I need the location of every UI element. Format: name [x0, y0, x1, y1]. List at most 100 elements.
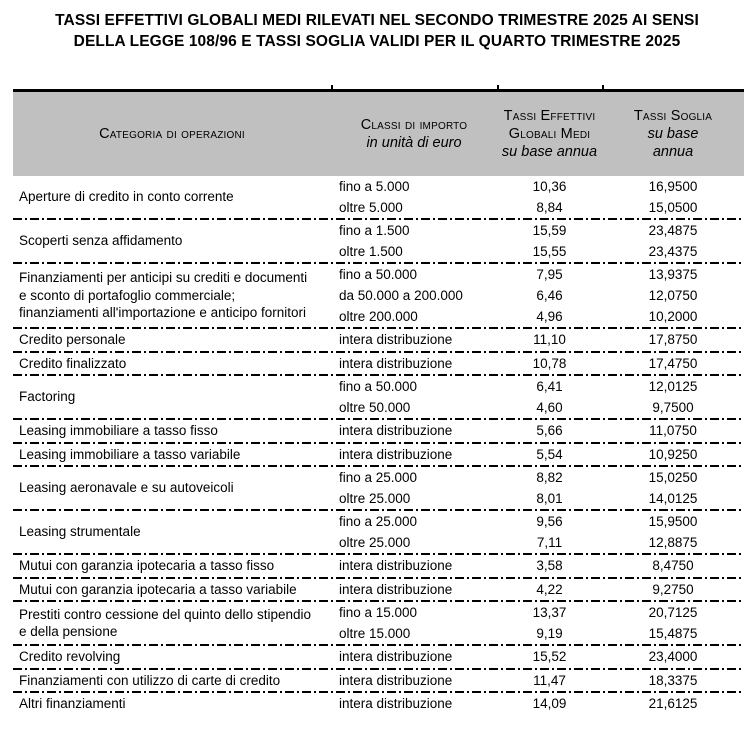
classe-importo-value: oltre 5.000 [339, 200, 403, 215]
header-soglia-subtitle: su base annua [647, 126, 699, 160]
category-label: Mutui con garanzia ipotecaria a tasso fi… [19, 558, 275, 573]
subrow: oltre 200.000 4,96 10,2000 [331, 306, 744, 327]
table-top-border [13, 85, 744, 92]
header-classi-title: Classi di importo [360, 117, 468, 133]
tegm-value: 9,19 [536, 626, 563, 641]
table-row: Leasing aeronavale e su autoveicoli fino … [13, 467, 744, 509]
subrows-group: intera distribuzione 3,58 8,4750 [331, 555, 744, 577]
tegm-value: 4,22 [536, 581, 563, 597]
tasso-soglia-value: 20,7125 [648, 605, 698, 620]
tegm-value: 7,11 [536, 535, 563, 550]
classe-importo-value: oltre 50.000 [339, 400, 411, 415]
category-label: Leasing immobiliare a tasso variabile [19, 446, 241, 462]
classe-importo-value: da 50.000 a 200.000 [339, 288, 463, 303]
subrow: intera distribuzione 10,78 17,4750 [331, 353, 744, 375]
category-label: Prestiti contro cessione del quinto dell… [19, 606, 311, 640]
subrows-group: intera distribuzione 5,66 11,0750 [331, 420, 744, 442]
tegm-value: 4,60 [536, 400, 563, 415]
row-separator [13, 691, 744, 693]
subrows-group: fino a 50.000 6,41 12,0125 oltre 50.000 4,60… [331, 376, 744, 418]
table-row: Altri finanziamenti intera distribuzione 1… [13, 693, 744, 715]
category-cell: Credito personale [13, 329, 331, 351]
row-separator [13, 667, 744, 670]
tegm-value: 13,37 [532, 605, 567, 620]
table-body: Aperture di credito in conto corrente fin… [13, 176, 744, 715]
category-label: Leasing strumentale [19, 524, 141, 540]
category-cell: Mutui con garanzia ipotecaria a tasso fi… [13, 555, 331, 577]
category-cell: Leasing immobiliare a tasso fisso [13, 420, 331, 442]
subrow: intera distribuzione 11,10 17,8750 [331, 329, 744, 351]
tegm-value: 6,41 [536, 379, 563, 394]
subrow: oltre 5.000 8,84 15,0500 [331, 197, 744, 218]
subrow: intera distribuzione 5,54 10,9250 [331, 444, 744, 466]
classe-importo-value: oltre 25.000 [339, 535, 411, 550]
row-separator [13, 553, 744, 555]
subrow: fino a 25.000 9,56 15,9500 [331, 511, 744, 532]
subrows-group: intera distribuzione 11,10 17,8750 [331, 329, 744, 351]
tasso-soglia-value: 14,0125 [648, 491, 698, 506]
category-cell: Scoperti senza affidamento [13, 220, 331, 262]
subrow: intera distribuzione 5,66 11,0750 [331, 420, 744, 442]
header-categoria: Categoria di operazioni [13, 125, 331, 143]
category-cell: Leasing aeronavale e su autoveicoli [13, 467, 331, 509]
subrow: intera distribuzione 11,47 18,3375 [331, 670, 744, 692]
category-label: Leasing aeronavale e su autoveicoli [19, 480, 234, 496]
tasso-soglia-value: 18,3375 [648, 672, 698, 688]
tasso-soglia-value: 15,0250 [648, 470, 698, 485]
tegm-value: 4,96 [536, 309, 563, 324]
column-tick [497, 85, 499, 90]
tasso-soglia-value: 9,2750 [652, 581, 694, 597]
header-soglia-title: Tassi Soglia [633, 108, 713, 124]
table-row: Mutui con garanzia ipotecaria a tasso va… [13, 579, 744, 601]
subrows-group: fino a 25.000 9,56 15,9500 oltre 25.000 7,11… [331, 511, 744, 553]
header-tegm-title: Tassi Effettivi Globali Medi [503, 108, 596, 142]
row-separator [13, 218, 744, 220]
category-label: Credito revolving [19, 649, 121, 664]
category-cell: Altri finanziamenti [13, 693, 331, 715]
classe-importo-value: fino a 50.000 [339, 267, 418, 282]
document-title: TASSI EFFETTIVI GLOBALI MEDI RILEVATI NE… [24, 10, 730, 52]
category-label: Finanziamenti per anticipi su crediti e … [19, 270, 308, 321]
tasso-soglia-value: 10,9250 [648, 446, 698, 462]
tegm-value: 8,01 [536, 491, 563, 506]
subrow: oltre 25.000 7,11 12,8875 [331, 532, 744, 553]
row-separator [13, 327, 744, 329]
category-label: Finanziamenti con utilizzo di carte di c… [19, 672, 281, 688]
row-separator [13, 374, 744, 376]
category-cell: Leasing immobiliare a tasso variabile [13, 444, 331, 466]
classe-importo-value: fino a 1.500 [339, 223, 410, 238]
tasso-soglia-value: 12,8875 [648, 535, 698, 550]
category-label: Credito personale [19, 332, 126, 347]
column-tick [602, 85, 604, 90]
row-separator [13, 576, 744, 579]
category-label: Altri finanziamenti [19, 696, 126, 711]
tegm-value: 3,58 [536, 558, 563, 574]
category-cell: Aperture di credito in conto corrente [13, 176, 331, 218]
row-separator [13, 262, 744, 264]
subrow: intera distribuzione 3,58 8,4750 [331, 555, 744, 577]
row-separator [13, 350, 744, 353]
tegm-value: 9,56 [536, 514, 563, 529]
header-tegm-subtitle: su base annua [501, 144, 598, 160]
subrows-group: intera distribuzione 14,09 21,6125 [331, 693, 744, 715]
table-row: Finanziamenti per anticipi su crediti e … [13, 264, 744, 327]
category-cell: Finanziamenti con utilizzo di carte di c… [13, 670, 331, 692]
table-row: Aperture di credito in conto corrente fin… [13, 176, 744, 218]
category-cell: Finanziamenti per anticipi su crediti e … [13, 264, 331, 327]
subrows-group: fino a 5.000 10,36 16,9500 oltre 5.000 8,84 1… [331, 176, 744, 218]
subrow: da 50.000 a 200.000 6,46 12,0750 [331, 285, 744, 306]
tegm-value: 11,47 [533, 672, 566, 688]
classe-importo-value: fino a 25.000 [339, 470, 418, 485]
subrow: oltre 25.000 8,01 14,0125 [331, 488, 744, 509]
classe-importo-value: oltre 15.000 [339, 626, 411, 641]
classe-importo-value: intera distribuzione [339, 332, 453, 348]
category-label: Mutui con garanzia ipotecaria a tasso va… [19, 581, 297, 597]
classe-importo-value: fino a 5.000 [339, 179, 410, 194]
tasso-soglia-value: 13,9375 [648, 267, 698, 282]
tasso-soglia-value: 15,0500 [648, 200, 698, 215]
header-tassi-soglia: Tassi Soglia su base annua [602, 107, 744, 161]
tasso-soglia-value: 12,0125 [648, 379, 698, 394]
tegm-value: 15,55 [532, 244, 567, 259]
subrow: fino a 5.000 10,36 16,9500 [331, 176, 744, 197]
row-separator [13, 644, 744, 646]
